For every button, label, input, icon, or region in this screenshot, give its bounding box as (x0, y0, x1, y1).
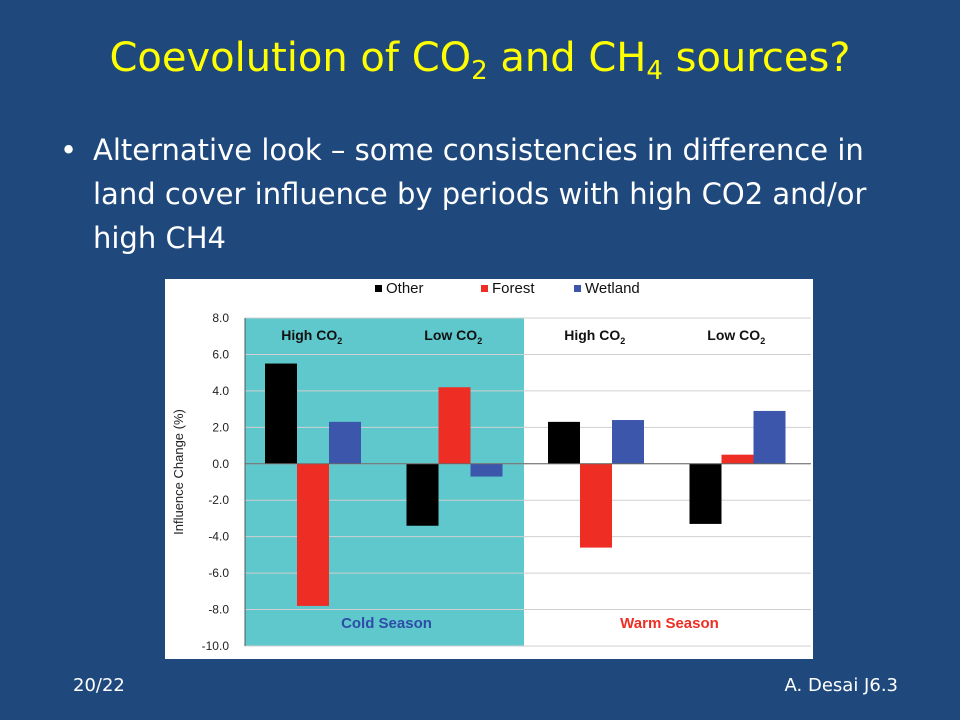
group-label: Low CO2 (707, 327, 765, 346)
legend-swatch-other (375, 285, 382, 292)
page-number: 20/22 (73, 675, 125, 696)
group-label: High CO2 (564, 327, 625, 346)
y-tick-label: -8.0 (208, 603, 229, 617)
bar-other (406, 463, 439, 526)
y-tick-label: 8.0 (212, 311, 229, 325)
slide-title: Coevolution of CO2 and CH4 sources? (0, 32, 960, 84)
bullet-point: • Alternative look – some consistencies … (60, 128, 890, 260)
bar-forest (580, 463, 612, 548)
title-text-1: Coevolution of CO (109, 35, 472, 81)
title-subscript-2: 4 (646, 56, 663, 86)
bar-forest (438, 387, 471, 464)
bar-other (689, 463, 722, 524)
bullet-symbol: • (60, 133, 78, 167)
y-tick-label: 0.0 (212, 457, 229, 471)
y-tick-label: 2.0 (212, 420, 229, 434)
season-label: Warm Season (620, 615, 719, 632)
bar-wetland (329, 421, 361, 464)
y-tick-label: -6.0 (208, 566, 229, 580)
title-text-3: sources? (662, 35, 851, 81)
y-axis-title: Influence Change (%) (171, 409, 186, 535)
y-tick-label: -4.0 (208, 530, 229, 544)
author-label: A. Desai J6.3 (784, 675, 898, 696)
group-label: Low CO2 (424, 327, 482, 346)
bar-wetland (470, 463, 503, 477)
y-tick-label: 6.0 (212, 347, 229, 361)
bullet-text: Alternative look – some consistencies in… (93, 133, 867, 255)
y-tick-label: -10.0 (202, 639, 230, 653)
chart-container: 8.0 6.0 4.0 2.0 0.0 -2.0 -4.0 -6.0 -8.0 -10.0 Infl… (165, 279, 813, 659)
legend-label-other: Other (386, 280, 424, 297)
legend-label-forest: Forest (492, 280, 535, 297)
title-text-2: and CH (487, 35, 647, 81)
group-label: High CO2 (281, 327, 342, 346)
title-subscript-1: 2 (471, 56, 488, 86)
y-tick-label: 4.0 (212, 384, 229, 398)
season-label: Cold Season (341, 615, 432, 632)
legend-swatch-wetland (574, 285, 581, 292)
bar-wetland (753, 410, 786, 464)
bar-other (265, 363, 297, 464)
bar-forest (721, 454, 754, 464)
bar-wetland (612, 420, 644, 464)
influence-change-chart: 8.0 6.0 4.0 2.0 0.0 -2.0 -4.0 -6.0 -8.0 -10.0 Infl… (165, 279, 813, 659)
bar-forest (297, 463, 329, 606)
bar-other (548, 421, 580, 464)
legend-label-wetland: Wetland (585, 280, 640, 297)
legend-swatch-forest (481, 285, 488, 292)
y-tick-label: -2.0 (208, 493, 229, 507)
